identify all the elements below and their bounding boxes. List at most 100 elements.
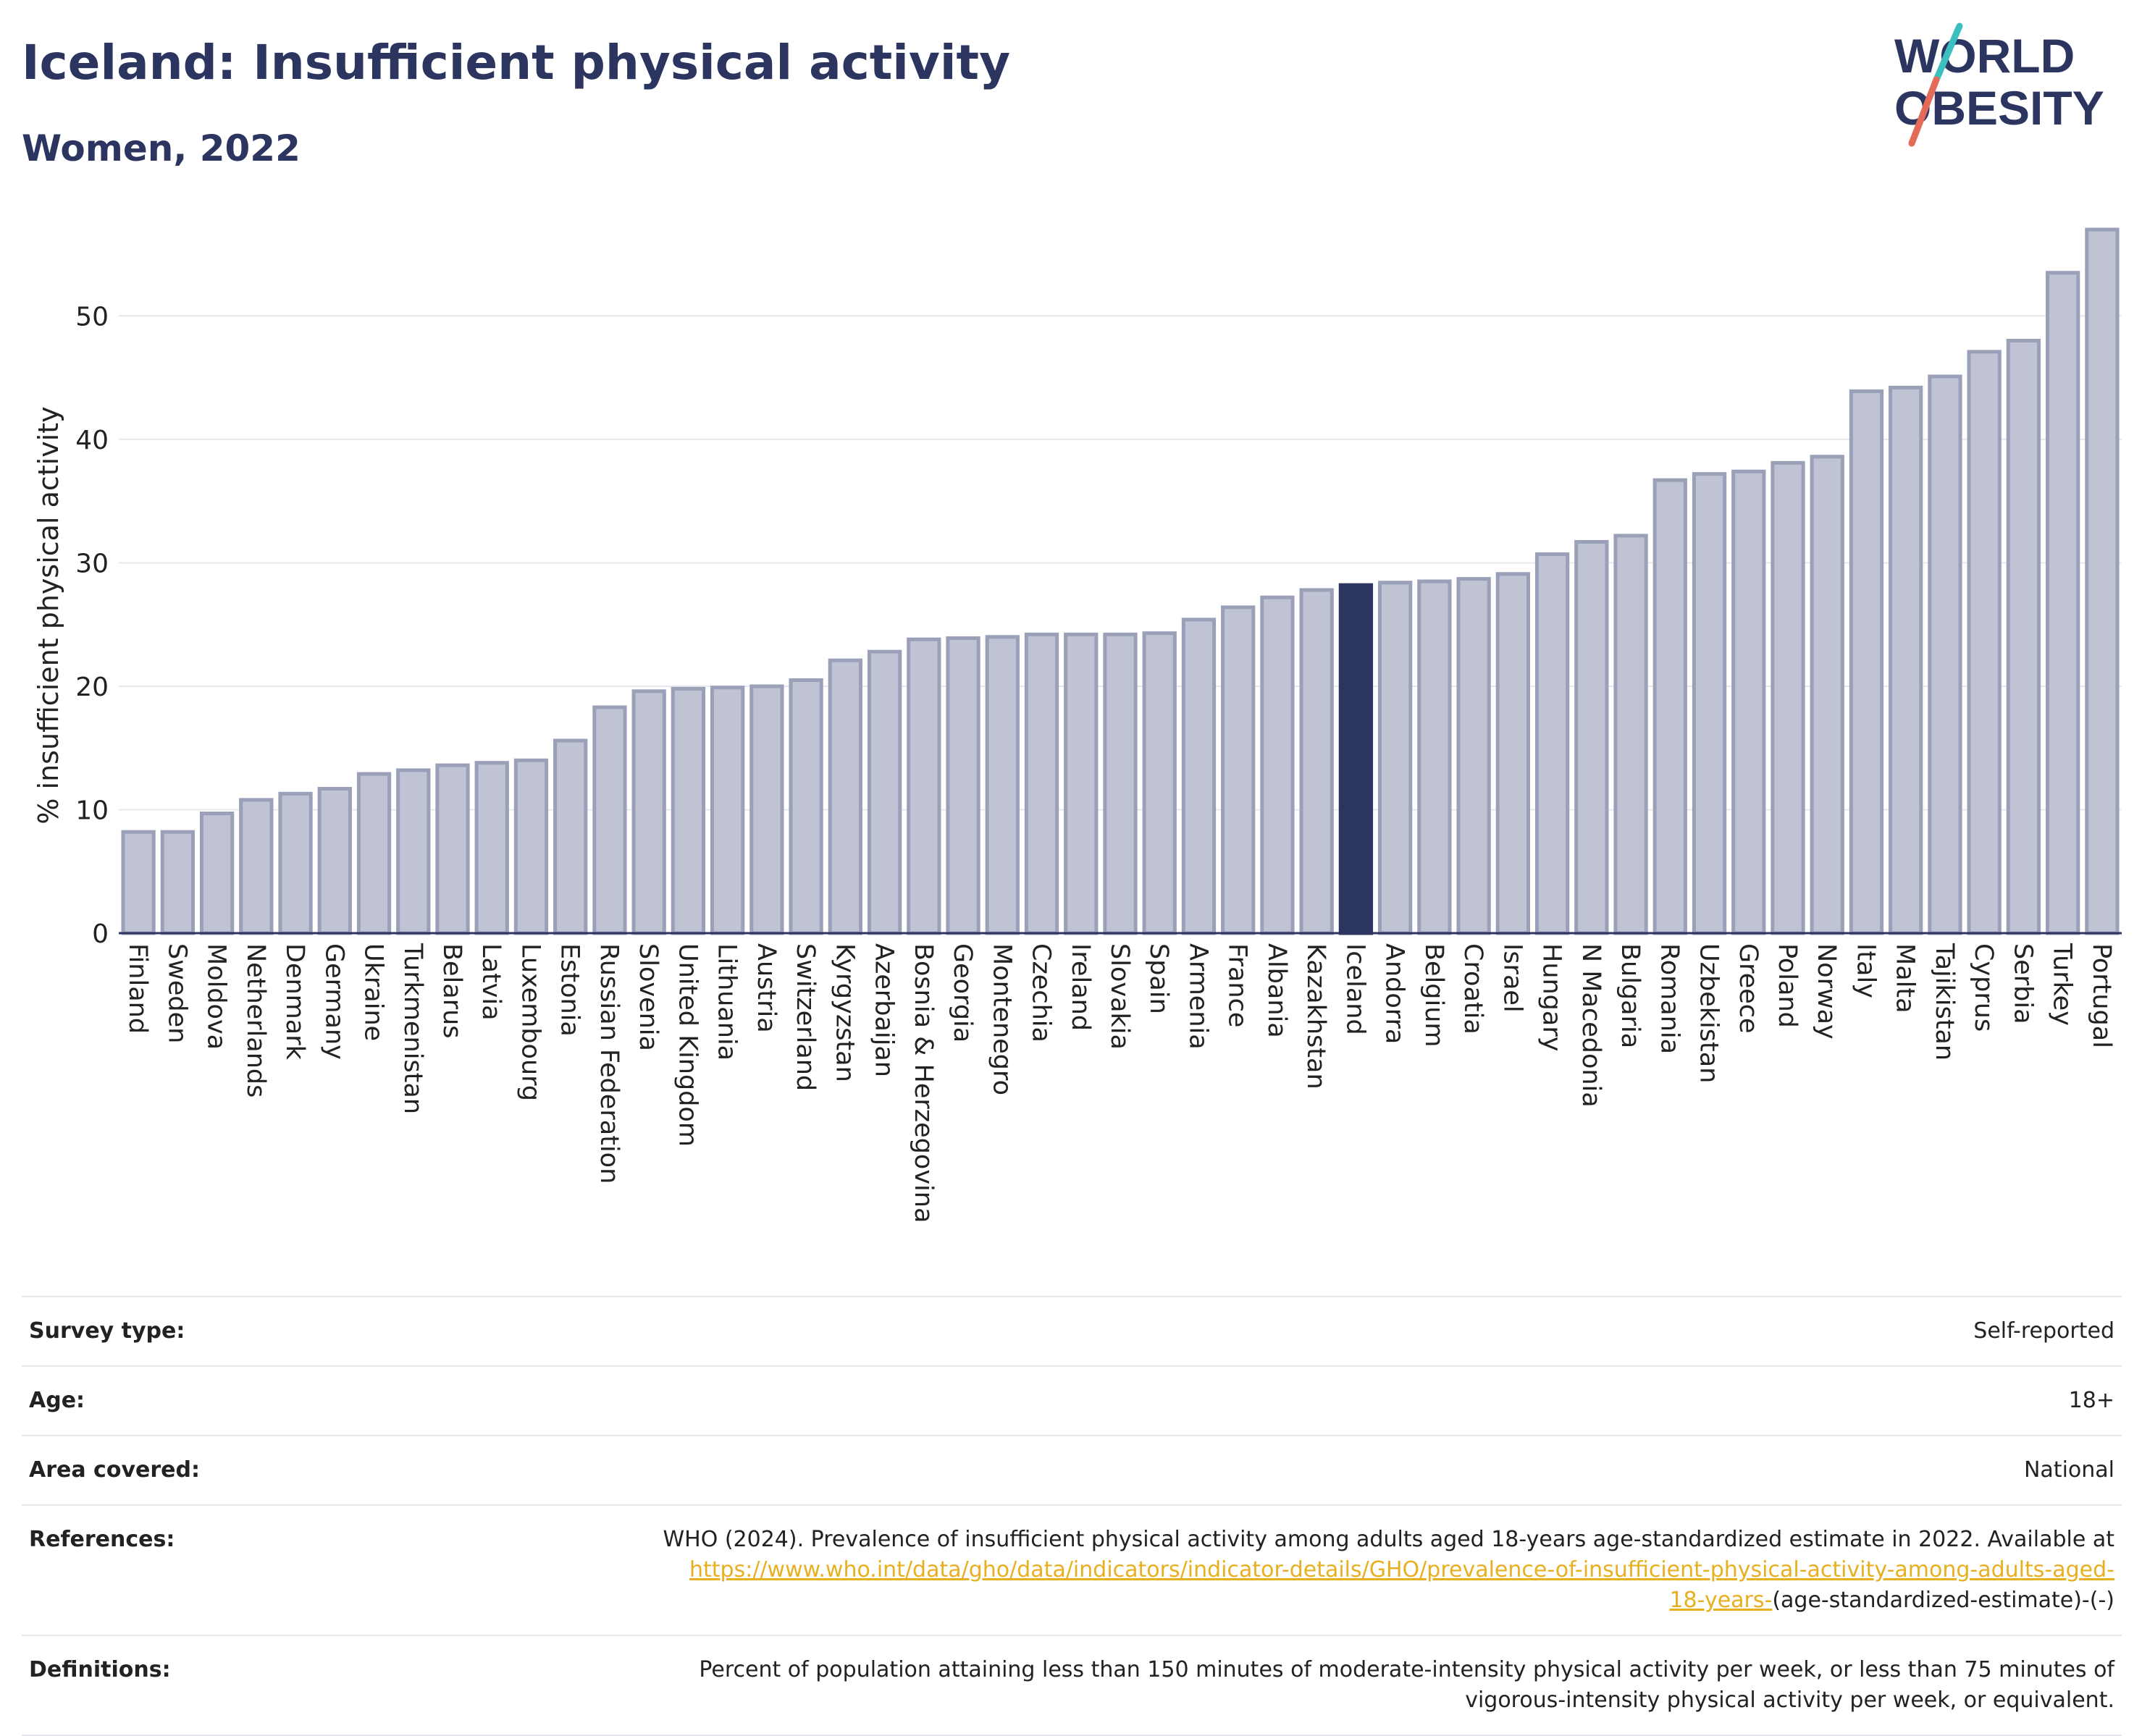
x-tick-label: Andorra <box>1380 943 1409 1044</box>
x-tick-label: Denmark <box>280 943 309 1061</box>
bar <box>1889 385 1923 935</box>
x-tick-label: Uzbekistan <box>1694 943 1723 1083</box>
bar <box>2085 227 2120 935</box>
x-tick-label: Cyprus <box>1969 943 1998 1032</box>
bar <box>435 763 470 935</box>
y-tick-label: 20 <box>75 673 109 702</box>
bar-chart: 0 10 20 30 40 50 Finland Sweden Moldova Netherla… <box>33 227 2122 1223</box>
meta-label: Age: <box>29 1388 85 1413</box>
x-tick-label: Switzerland <box>791 943 820 1091</box>
chart-title: Iceland: Insufficient physical activity <box>22 35 1011 90</box>
meta-label: Survey type: <box>29 1318 185 1344</box>
bar <box>1064 632 1099 935</box>
x-tick-label: Hungary <box>1537 943 1566 1051</box>
x-tick-label: Israel <box>1498 943 1526 1013</box>
x-tick-label: Finland <box>123 943 152 1034</box>
meta-row-age: Age: 18+ <box>22 1366 2122 1436</box>
bar <box>474 761 509 935</box>
bar <box>946 636 980 935</box>
x-tick-label: Kyrgyzstan <box>830 943 859 1082</box>
logo-slash-teal <box>1933 22 1963 83</box>
bar <box>1456 577 1491 935</box>
bar <box>278 791 313 935</box>
bar <box>985 635 1020 935</box>
x-tick-label: Czechia <box>1027 943 1056 1042</box>
bar <box>1181 618 1217 935</box>
bar <box>1652 478 1687 935</box>
reference-link-cont[interactable]: 18-years- <box>1669 1588 1773 1613</box>
y-tick-label: 50 <box>75 302 109 332</box>
bar <box>1299 588 1334 935</box>
reference-link[interactable]: https://www.who.int/data/gho/data/indica… <box>689 1557 2114 1583</box>
bar <box>356 772 392 935</box>
x-tick-label: Malta <box>1891 943 1920 1014</box>
x-tick-label: Slovakia <box>1105 943 1134 1050</box>
logo-line1: WORLD <box>1894 29 2075 83</box>
x-tick-label: Serbia <box>2008 943 2037 1024</box>
bar <box>1221 605 1256 935</box>
meta-label: References: <box>29 1527 175 1552</box>
x-tick-label: Italy <box>1851 943 1880 998</box>
x-tick-label: Georgia <box>948 943 977 1042</box>
x-tick-label: Azerbaijan <box>870 943 899 1077</box>
bar <box>749 684 784 935</box>
bar <box>631 689 666 935</box>
bar-highlighted <box>1338 583 1374 935</box>
x-tick-label: Luxembourg <box>516 943 545 1101</box>
x-tick-label: Tajikistan <box>1930 943 1959 1061</box>
x-tick-label: Turkey <box>2048 943 2077 1026</box>
x-tick-label: Bulgaria <box>1616 943 1645 1048</box>
chart-subtitle: Women, 2022 <box>22 127 301 169</box>
x-tick-label: Estonia <box>555 943 584 1037</box>
logo-slash-red <box>1908 76 1940 147</box>
bar <box>199 812 235 935</box>
y-tick-label: 30 <box>75 549 109 578</box>
meta-value: Self-reported <box>1973 1318 2114 1344</box>
x-tick-label: France <box>1223 943 1252 1027</box>
bar <box>1534 552 1570 935</box>
definition-line-1: Percent of population attaining less tha… <box>699 1657 2114 1682</box>
meta-value: Percent of population attaining less tha… <box>340 1635 2122 1735</box>
meta-value: WHO (2024). Prevalence of insufficient p… <box>340 1505 2122 1635</box>
bar <box>1771 460 1805 935</box>
bar <box>553 738 588 935</box>
y-tick-label: 40 <box>75 426 109 455</box>
bar <box>1495 572 1531 935</box>
x-tick-label: Poland <box>1773 943 1802 1028</box>
bar <box>671 686 706 935</box>
bar <box>1613 534 1648 935</box>
meta-row-survey-type: Survey type: Self-reported <box>22 1297 2122 1366</box>
x-tick-label: Lithuania <box>713 943 742 1061</box>
x-tick-label: Russian Federation <box>595 943 623 1184</box>
meta-value: 18+ <box>2068 1388 2114 1413</box>
x-tick-label: Armenia <box>1183 943 1212 1050</box>
meta-label: Definitions: <box>29 1657 171 1682</box>
x-tick-label: Turkmenistan <box>398 943 427 1114</box>
x-tick-label: Latvia <box>476 943 505 1021</box>
definition-line-2: vigorous-intensity physical activity per… <box>1465 1687 2114 1713</box>
bar <box>2006 339 2041 935</box>
bar <box>789 678 823 935</box>
y-axis-label: % insufficient physical activity <box>33 406 64 824</box>
bar <box>710 686 745 935</box>
bar <box>1928 374 1962 935</box>
bar <box>1849 389 1884 935</box>
bar <box>1574 539 1609 935</box>
bar <box>121 830 156 935</box>
x-tick-label: Croatia <box>1458 943 1487 1035</box>
bar <box>1967 350 2002 935</box>
x-tick-label: Germany <box>319 943 348 1060</box>
x-tick-label: Ireland <box>1066 943 1095 1031</box>
bars <box>121 227 2120 935</box>
x-tick-label: Iceland <box>1340 943 1369 1035</box>
x-tick-label: Belarus <box>437 943 466 1039</box>
bar <box>1103 632 1138 935</box>
x-tick-label: Ukraine <box>359 943 388 1041</box>
bar <box>1810 455 1844 935</box>
bar <box>239 798 274 935</box>
x-tick-label: Montenegro <box>987 943 1016 1095</box>
x-tick-label: Netherlands <box>241 943 270 1097</box>
meta-row-references: References: WHO (2024). Prevalence of in… <box>22 1505 2122 1635</box>
x-tick-label: Spain <box>1144 943 1173 1014</box>
y-tick-label: 0 <box>92 919 109 949</box>
